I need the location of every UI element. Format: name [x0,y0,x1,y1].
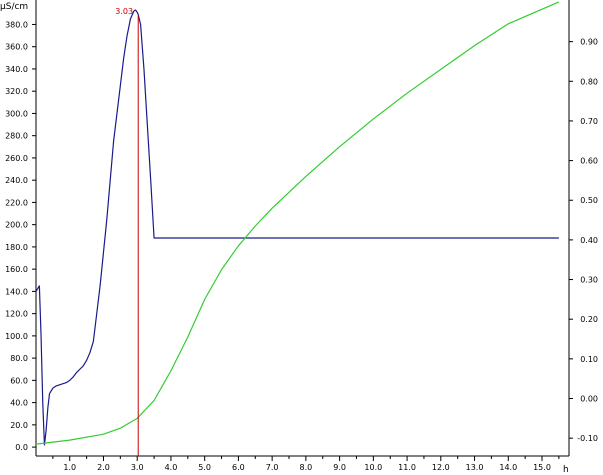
x-tick-label: 1.0 [63,463,76,472]
left-axis-unit: µS/cm [0,2,28,12]
x-tick-label: 2.0 [97,463,110,472]
left-tick-label: 40.0 [10,399,28,408]
x-tick-label: 12.0 [432,463,450,472]
x-axis-unit: h [563,465,569,475]
right-tick-label: 0.90 [580,38,598,47]
left-tick-label: 160.0 [5,265,28,274]
left-tick-label: 80.0 [10,354,28,363]
x-tick-label: 7.0 [266,463,279,472]
x-axis-ticks: 1.0 2.0 3.0 4.0 5.0 6.0 7.0 8.0 9.0 10.0 11.0 12.0 1… [52,456,560,472]
right-tick-label: 0.60 [580,157,598,166]
marker: 3.03 [115,7,139,456]
x-tick-label: 11.0 [398,463,416,472]
x-tick-label: 10.0 [364,463,382,472]
left-tick-label: 200.0 [5,221,28,230]
right-axis-series-line [35,1,560,445]
right-tick-label: 0.70 [580,117,598,126]
left-tick-label: 260.0 [5,154,28,163]
left-tick-label: 180.0 [5,243,28,252]
left-axis-series-line [35,9,559,446]
x-tick-label: 6.0 [232,463,245,472]
right-tick-label: 0.30 [580,276,598,285]
left-axis-ticks: 0.0 20.0 40.0 60.0 80.0 100.0 120.0 140.0 160.0 1… [5,20,36,452]
left-tick-label: 280.0 [5,132,28,141]
marker-label: 3.03 [115,7,133,16]
right-tick-label: 0.50 [580,196,598,205]
x-tick-label: 9.0 [333,463,346,472]
right-tick-label: 0.40 [580,236,598,245]
left-tick-label: 20.0 [10,421,28,430]
axes [35,0,570,457]
left-tick-label: 100.0 [5,332,28,341]
series-lines [35,1,560,446]
left-tick-label: 120.0 [5,310,28,319]
left-tick-label: 320.0 [5,87,28,96]
x-tick-label: 8.0 [300,463,313,472]
left-tick-label: 240.0 [5,176,28,185]
left-tick-label: 0.0 [15,443,28,452]
x-tick-label: 4.0 [165,463,178,472]
left-tick-label: 360.0 [5,43,28,52]
left-tick-label: 340.0 [5,65,28,74]
left-tick-label: 60.0 [10,376,28,385]
right-tick-label: -0.10 [577,434,598,443]
x-tick-label: 15.0 [533,463,551,472]
right-tick-label: 0.20 [580,315,598,324]
left-tick-label: 140.0 [5,287,28,296]
right-tick-label: 0.10 [580,355,598,364]
left-tick-label: 380.0 [5,20,28,29]
left-tick-label: 220.0 [5,198,28,207]
x-tick-label: 3.0 [131,463,144,472]
x-tick-label: 13.0 [466,463,484,472]
right-axis-ticks: -0.10 0.00 0.10 0.20 0.30 0.40 0.50 0.60 0.70 0.8… [569,38,598,443]
x-tick-label: 5.0 [198,463,211,472]
right-tick-label: 0.00 [580,395,598,404]
x-tick-label: 14.0 [499,463,517,472]
right-tick-label: 0.80 [580,77,598,86]
left-tick-label: 300.0 [5,109,28,118]
